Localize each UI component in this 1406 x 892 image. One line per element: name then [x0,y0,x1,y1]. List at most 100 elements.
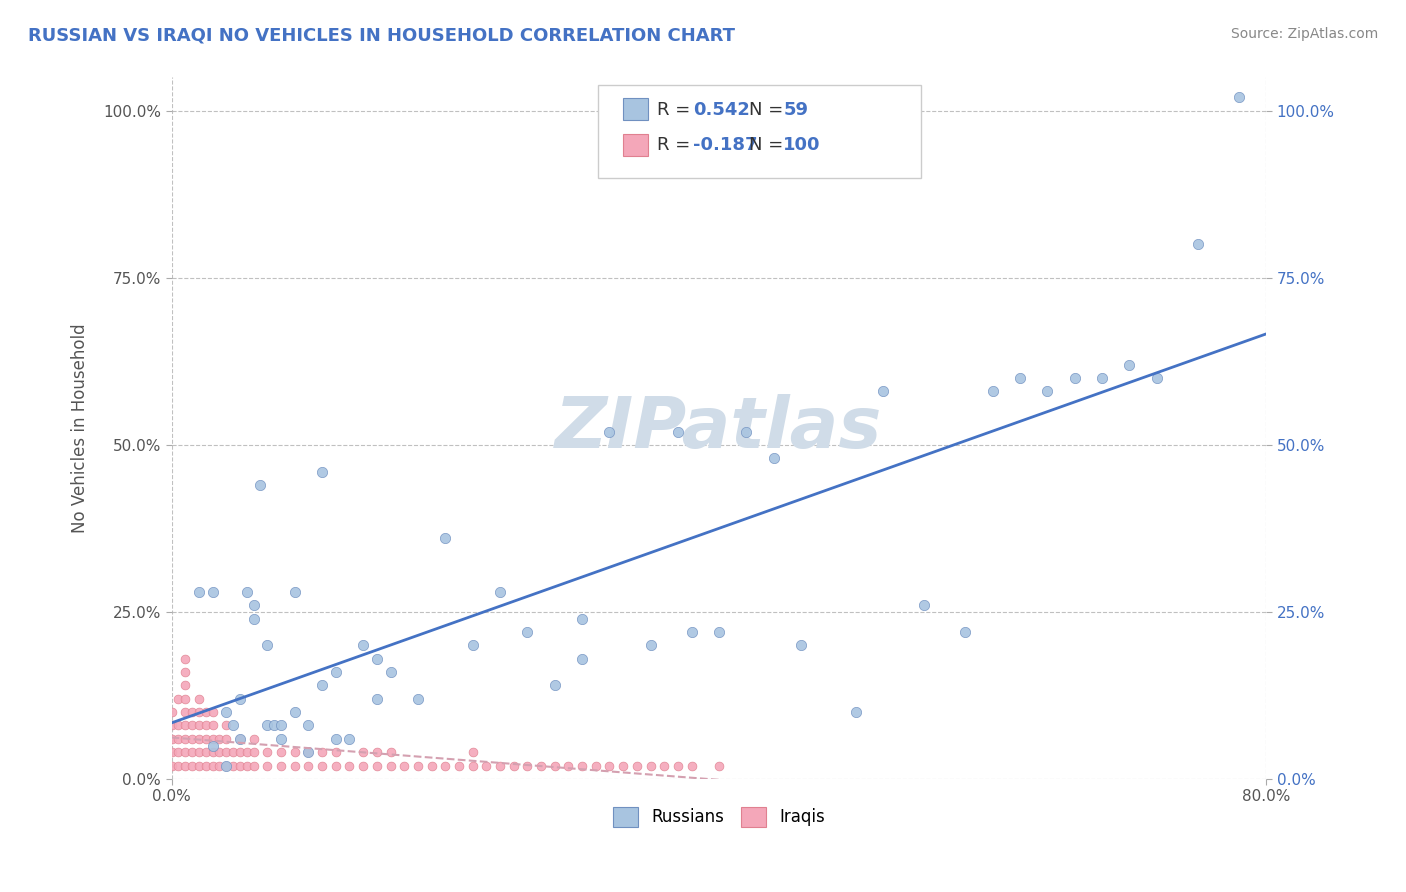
Point [284,585,307,599]
Point [380,745,402,759]
Point [434,758,457,772]
Point [284,705,307,719]
Point [215,758,238,772]
Point [311,678,333,692]
Point [516,758,538,772]
Legend: Russians, Iraqis: Russians, Iraqis [606,800,831,834]
Point [311,758,333,772]
Point [681,624,703,639]
Point [167,691,190,706]
Point [1187,237,1209,252]
Point [187,585,209,599]
Text: ZIPatlas: ZIPatlas [555,393,883,463]
Point [256,758,278,772]
Point [955,624,977,639]
Point [571,758,593,772]
Point [222,758,245,772]
Point [735,425,758,439]
Point [215,745,238,759]
Point [201,739,224,753]
Point [461,758,484,772]
Point [236,758,259,772]
Text: 0.542: 0.542 [693,101,749,119]
Point [502,758,524,772]
Point [557,758,579,772]
Point [270,731,292,746]
Point [489,758,512,772]
Point [544,678,567,692]
Point [215,705,238,719]
Point [160,718,183,732]
Point [1091,371,1114,385]
Point [256,718,278,732]
Point [475,758,498,772]
Point [215,718,238,732]
Point [489,585,512,599]
Point [242,611,264,625]
Point [194,718,217,732]
Text: RUSSIAN VS IRAQI NO VEHICLES IN HOUSEHOLD CORRELATION CHART: RUSSIAN VS IRAQI NO VEHICLES IN HOUSEHOL… [28,27,735,45]
Point [215,758,238,772]
Point [229,758,252,772]
Point [160,731,183,746]
Point [406,691,429,706]
Point [229,745,252,759]
Point [598,758,620,772]
Point [242,598,264,612]
Point [380,665,402,679]
Point [181,731,204,746]
Point [366,691,388,706]
Point [222,745,245,759]
Point [256,745,278,759]
Point [181,758,204,772]
Point [160,758,183,772]
Point [297,758,319,772]
Point [612,758,634,772]
Point [325,665,347,679]
Point [339,758,361,772]
Point [297,745,319,759]
Point [325,731,347,746]
Point [845,705,868,719]
Point [201,758,224,772]
Point [447,758,470,772]
Point [1118,358,1140,372]
Point [201,745,224,759]
Point [1063,371,1085,385]
Point [201,585,224,599]
Point [270,745,292,759]
Point [598,425,620,439]
Point [461,745,484,759]
Point [181,718,204,732]
Point [981,384,1004,399]
Point [256,638,278,652]
Point [167,758,190,772]
Point [707,624,730,639]
Point [297,745,319,759]
Point [366,745,388,759]
Point [325,745,347,759]
Point [181,705,204,719]
Point [380,758,402,772]
Point [229,731,252,746]
Point [352,745,374,759]
Point [187,718,209,732]
Text: R =: R = [657,101,696,119]
Point [571,611,593,625]
Point [194,705,217,719]
Point [263,718,285,732]
Point [352,758,374,772]
Point [1146,371,1168,385]
Point [420,758,443,772]
Point [167,745,190,759]
Point [208,731,231,746]
Point [174,718,197,732]
Point [284,758,307,772]
Point [201,731,224,746]
Point [270,758,292,772]
Point [1008,371,1031,385]
Point [194,731,217,746]
Point [790,638,813,652]
Point [242,758,264,772]
Point [187,691,209,706]
